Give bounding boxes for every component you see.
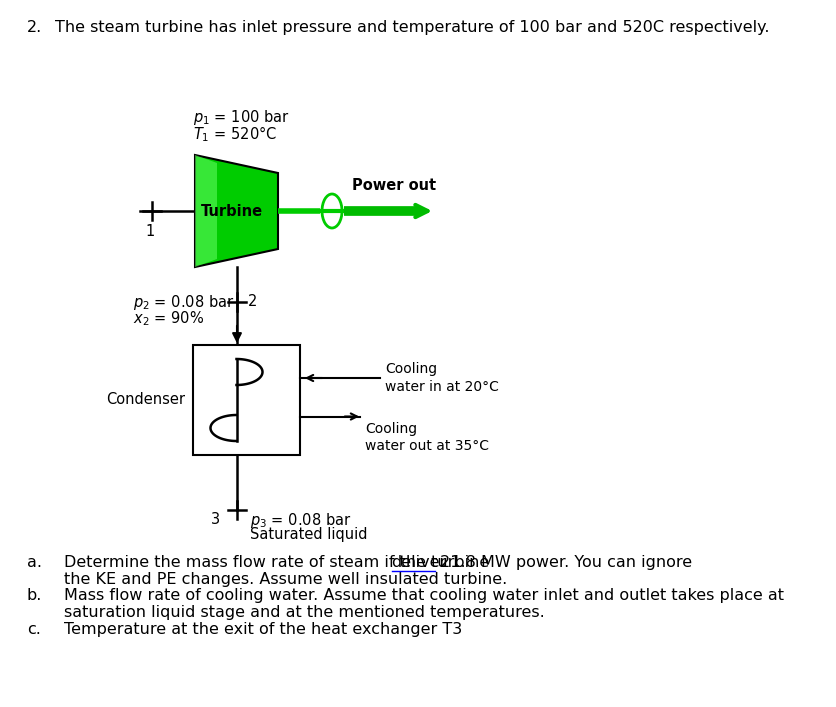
Text: 2.: 2. [27, 20, 43, 35]
Text: Mass flow rate of cooling water. Assume that cooling water inlet and outlet take: Mass flow rate of cooling water. Assume … [64, 588, 784, 603]
Text: $x_2$ = 90%: $x_2$ = 90% [133, 309, 204, 328]
Polygon shape [195, 155, 278, 267]
Text: Cooling
water out at 35°C: Cooling water out at 35°C [365, 421, 489, 453]
Text: $p_2$ = 0.08 bar: $p_2$ = 0.08 bar [133, 293, 234, 312]
Text: $p_1$ = 100 bar: $p_1$ = 100 bar [193, 108, 290, 127]
Text: 3: 3 [212, 512, 221, 527]
Text: $T_1$ = 520°C: $T_1$ = 520°C [193, 124, 278, 144]
Text: the KE and PE changes. Assume well insulated turbine.: the KE and PE changes. Assume well insul… [64, 572, 507, 587]
Text: a.: a. [27, 555, 42, 570]
Text: b.: b. [27, 588, 43, 603]
Bar [193, 345, 300, 455]
Text: Condenser: Condenser [106, 392, 185, 407]
Text: Determine the mass flow rate of steam if the turbine: Determine the mass flow rate of steam if… [64, 555, 494, 570]
Text: The steam turbine has inlet pressure and temperature of 100 bar and 520C respect: The steam turbine has inlet pressure and… [55, 20, 769, 35]
Text: 2: 2 [248, 295, 257, 310]
Text: Turbine: Turbine [201, 204, 263, 218]
Text: c.: c. [27, 622, 41, 637]
Polygon shape [195, 155, 217, 267]
Text: Cooling
water in at 20°C: Cooling water in at 20°C [385, 362, 499, 394]
Text: 21.8 MW power. You can ignore: 21.8 MW power. You can ignore [435, 555, 692, 570]
Text: Temperature at the exit of the heat exchanger T3: Temperature at the exit of the heat exch… [64, 622, 462, 637]
Text: 1: 1 [145, 224, 155, 239]
Text: Power out: Power out [352, 178, 436, 193]
Text: deliver: deliver [391, 555, 446, 570]
Text: saturation liquid stage and at the mentioned temperatures.: saturation liquid stage and at the menti… [64, 605, 545, 620]
Text: $p_3$ = 0.08 bar: $p_3$ = 0.08 bar [250, 511, 351, 530]
Text: Saturated liquid: Saturated liquid [250, 527, 368, 542]
